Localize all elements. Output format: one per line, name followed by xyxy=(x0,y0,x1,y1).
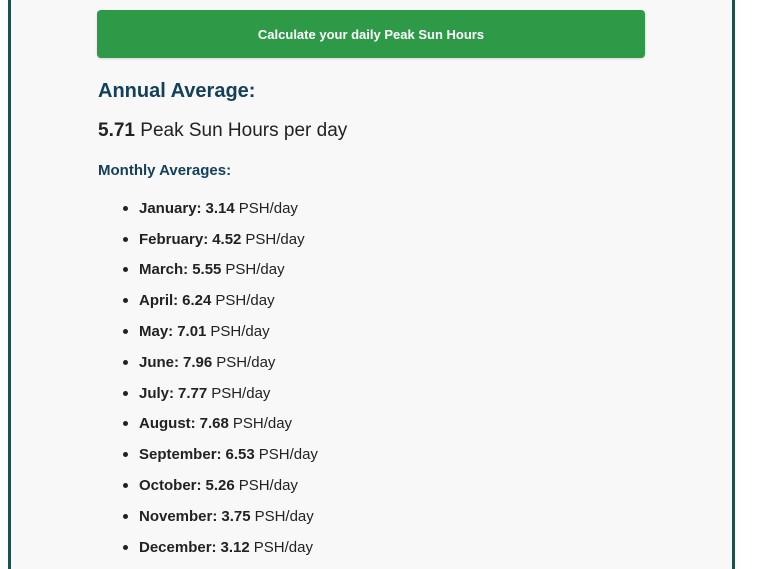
list-item: February: 4.52 PSH/day xyxy=(123,224,318,255)
list-item: March: 5.55 PSH/day xyxy=(123,255,318,286)
month-unit: PSH/day xyxy=(211,384,271,402)
bullet-icon xyxy=(123,421,128,427)
bullet-icon xyxy=(123,267,128,273)
bullet-icon xyxy=(123,483,128,489)
month-label: November: xyxy=(139,507,218,525)
month-label: June: xyxy=(139,353,180,371)
list-item: May: 7.01 PSH/day xyxy=(123,316,318,347)
month-unit: PSH/day xyxy=(238,199,298,217)
monthly-averages-list: January: 3.14 PSH/day February: 4.52 PSH/day… xyxy=(123,193,318,563)
month-label: May: xyxy=(139,323,174,341)
list-item: June: 7.96 PSH/day xyxy=(123,347,318,378)
bullet-icon xyxy=(123,329,128,335)
month-value: 7.96 xyxy=(183,353,213,371)
annual-average-heading: Annual Average: xyxy=(98,80,256,102)
month-unit: PSH/day xyxy=(245,230,305,248)
list-item: January: 3.14 PSH/day xyxy=(123,193,318,224)
month-label: October: xyxy=(139,477,202,495)
bullet-icon xyxy=(123,390,128,396)
month-value: 5.26 xyxy=(205,477,235,495)
month-value: 7.68 xyxy=(199,415,229,433)
month-value: 6.53 xyxy=(225,446,255,464)
bullet-icon xyxy=(123,359,128,365)
bullet-icon xyxy=(123,205,128,211)
month-label: April: xyxy=(139,292,179,310)
month-label: February: xyxy=(139,230,209,248)
month-value: 5.55 xyxy=(192,261,222,279)
month-unit: PSH/day xyxy=(238,477,298,495)
annual-average-value-line: 5.71 Peak Sun Hours per day xyxy=(98,120,347,142)
annual-average-unit: Peak Sun Hours per day xyxy=(140,120,348,141)
month-unit: PSH/day xyxy=(253,538,313,556)
month-value: 7.01 xyxy=(177,323,207,341)
results-panel: Calculate your daily Peak Sun Hours Annu… xyxy=(8,0,735,569)
bullet-icon xyxy=(123,513,128,519)
month-unit: PSH/day xyxy=(225,261,285,279)
month-label: September: xyxy=(139,446,222,464)
monthly-averages-heading: Monthly Averages: xyxy=(98,162,232,179)
calculate-peak-sun-hours-button[interactable]: Calculate your daily Peak Sun Hours xyxy=(97,10,645,58)
month-value: 3.14 xyxy=(205,199,235,217)
month-unit: PSH/day xyxy=(216,353,276,371)
month-label: August: xyxy=(139,415,196,433)
month-label: December: xyxy=(139,538,217,556)
bullet-icon xyxy=(123,298,128,304)
month-unit: PSH/day xyxy=(215,292,275,310)
month-unit: PSH/day xyxy=(258,446,318,464)
month-value: 4.52 xyxy=(212,230,242,248)
list-item: December: 3.12 PSH/day xyxy=(123,532,318,563)
bullet-icon xyxy=(123,236,128,242)
month-unit: PSH/day xyxy=(210,323,270,341)
bullet-icon xyxy=(123,544,128,550)
annual-average-value: 5.71 xyxy=(98,120,135,141)
month-value: 3.12 xyxy=(220,538,250,556)
list-item: October: 5.26 PSH/day xyxy=(123,470,318,501)
list-item: July: 7.77 PSH/day xyxy=(123,378,318,409)
month-value: 7.77 xyxy=(178,384,208,402)
bullet-icon xyxy=(123,452,128,458)
list-item: April: 6.24 PSH/day xyxy=(123,285,318,316)
month-label: March: xyxy=(139,261,189,279)
month-label: January: xyxy=(139,199,202,217)
list-item: September: 6.53 PSH/day xyxy=(123,439,318,470)
month-unit: PSH/day xyxy=(254,507,314,525)
month-value: 6.24 xyxy=(182,292,212,310)
list-item: August: 7.68 PSH/day xyxy=(123,409,318,440)
month-label: July: xyxy=(139,384,175,402)
month-unit: PSH/day xyxy=(232,415,293,433)
list-item: November: 3.75 PSH/day xyxy=(123,501,318,532)
month-value: 3.75 xyxy=(221,507,251,525)
